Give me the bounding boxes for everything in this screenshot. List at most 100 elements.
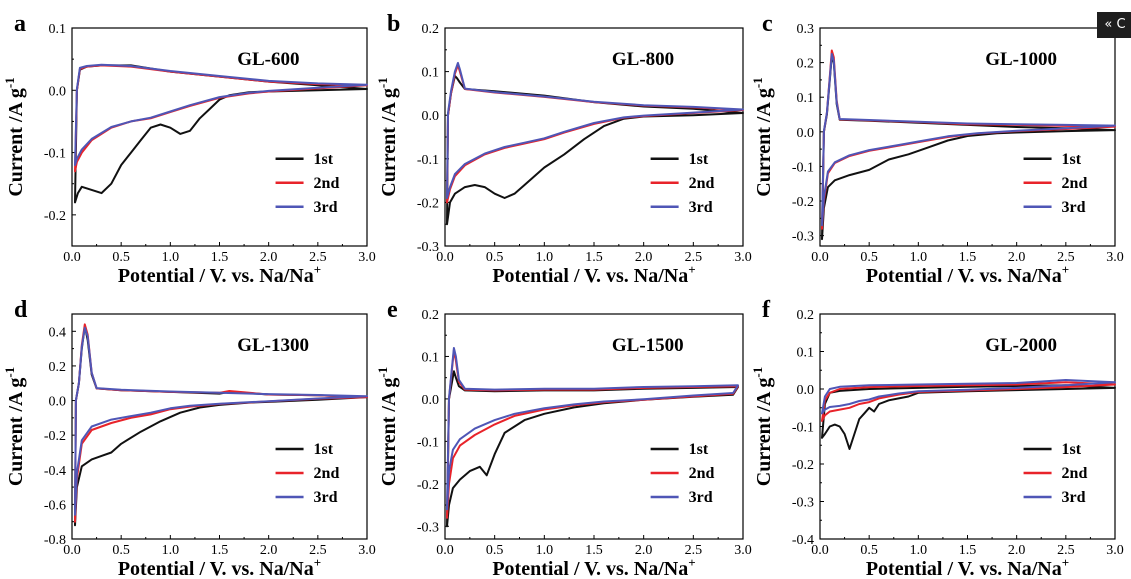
y-axis-label: Current /A g-1: [375, 367, 400, 486]
y-tick-label: -0.1: [792, 160, 814, 175]
y-tick-label: -0.3: [792, 496, 814, 511]
x-tick-label: 2.0: [635, 250, 653, 265]
y-tick-label: -0.4: [792, 533, 814, 548]
y-axis-label: Current /A g-1: [2, 77, 27, 196]
collapse-button[interactable]: « C: [1097, 12, 1131, 38]
y-tick-label: -0.1: [792, 421, 814, 436]
x-tick-label: 2.0: [260, 543, 278, 558]
y-tick-label: -0.2: [44, 429, 66, 444]
y-axis-label: Current /A g-1: [375, 77, 400, 196]
x-tick-label: 1.5: [959, 250, 977, 265]
x-tick-label: 0.5: [486, 250, 504, 265]
y-tick-label: -0.8: [44, 533, 66, 548]
x-tick-label: 0.0: [436, 543, 454, 558]
x-tick-label: 1.5: [211, 543, 229, 558]
x-tick-label: 1.5: [959, 543, 977, 558]
y-tick-label: -0.1: [417, 435, 439, 450]
x-tick-label: 2.5: [1057, 543, 1075, 558]
x-tick-label: 0.5: [860, 250, 878, 265]
sample-title: GL-2000: [985, 335, 1057, 356]
x-tick-label: 2.5: [309, 543, 327, 558]
panel-label: a: [14, 11, 26, 37]
x-axis-label: Potential / V. vs. Na/Na+: [866, 262, 1069, 287]
x-tick-label: 3.0: [734, 543, 752, 558]
x-tick-label: 1.0: [536, 250, 554, 265]
legend-label: 1st: [689, 151, 709, 168]
x-tick-label: 1.5: [211, 250, 229, 265]
x-axis-label: Potential / V. vs. Na/Na+: [866, 555, 1069, 579]
x-tick-label: 1.0: [162, 543, 180, 558]
x-tick-label: 0.0: [811, 543, 829, 558]
panel-label: e: [387, 297, 398, 323]
panel-label: b: [387, 11, 400, 37]
y-tick-label: 0.0: [797, 383, 815, 398]
x-tick-label: 3.0: [734, 250, 752, 265]
x-tick-label: 2.5: [685, 543, 703, 558]
legend-label: 3rd: [314, 489, 338, 506]
x-tick-label: 0.0: [63, 250, 81, 265]
y-tick-label: 0.4: [49, 325, 67, 340]
x-axis-label: Potential / V. vs. Na/Na+: [118, 262, 321, 287]
legend-label: 2nd: [689, 175, 715, 192]
y-tick-label: -0.2: [792, 195, 814, 210]
panel-label: f: [762, 297, 771, 323]
y-tick-label: 0.0: [49, 395, 67, 410]
legend-label: 3rd: [314, 199, 338, 216]
y-axis-label: Current /A g-1: [2, 367, 27, 486]
y-tick-label: 0.2: [49, 360, 67, 375]
x-tick-label: 2.5: [1057, 250, 1075, 265]
x-tick-label: 0.0: [63, 543, 81, 558]
x-tick-label: 2.0: [1008, 543, 1026, 558]
panel-label: d: [14, 297, 28, 323]
x-tick-label: 2.0: [635, 543, 653, 558]
sample-title: GL-600: [237, 49, 299, 70]
panel-f: 0.0 0.5 1.0 1.5 2.0 2.5 3.0 0.2 0.1 0.0 -0.1 -0.2 -0…: [750, 297, 1124, 579]
y-tick-label: 0.2: [422, 308, 440, 323]
x-tick-label: 0.0: [436, 250, 454, 265]
series-line-3rd: [821, 53, 1116, 227]
x-tick-label: 1.5: [585, 543, 603, 558]
panel-b: 0.0 0.5 1.0 1.5 2.0 2.5 3.0 0.2 0.1 0.0 -0.1 -0.2 -0…: [375, 11, 752, 287]
x-tick-label: 2.5: [309, 250, 327, 265]
y-axis-label: Current /A g-1: [750, 367, 775, 486]
y-tick-label: -0.3: [792, 230, 814, 245]
sample-title: GL-1000: [985, 49, 1057, 70]
y-tick-label: 0.2: [422, 22, 440, 37]
x-tick-label: 2.5: [685, 250, 703, 265]
series-line-3rd: [74, 63, 368, 166]
panel-e: 0.0 0.5 1.0 1.5 2.0 2.5 3.0 0.2 0.1 0.0 -0.1 -0.2 -0…: [375, 297, 752, 579]
y-tick-label: 0.2: [797, 308, 815, 323]
y-tick-label: -0.3: [417, 520, 439, 535]
x-tick-label: 1.0: [910, 250, 928, 265]
x-tick-label: 2.0: [260, 250, 278, 265]
legend-label: 1st: [1062, 151, 1082, 168]
x-tick-label: 3.0: [1106, 543, 1124, 558]
x-tick-label: 0.0: [811, 250, 829, 265]
panel-c: 0.0 0.5 1.0 1.5 2.0 2.5 3.0 0.3 0.2 0.1 0.0 -0.1 -0.…: [750, 11, 1124, 287]
sample-title: GL-1500: [612, 335, 684, 356]
legend-label: 1st: [314, 151, 334, 168]
x-tick-label: 1.0: [162, 250, 180, 265]
legend-label: 1st: [314, 441, 334, 458]
y-tick-label: -0.2: [44, 209, 66, 224]
x-tick-label: 1.0: [536, 543, 554, 558]
x-tick-label: 3.0: [358, 250, 376, 265]
x-tick-label: 1.0: [910, 543, 928, 558]
series-line-3rd: [74, 326, 368, 516]
y-tick-label: -0.1: [417, 153, 439, 168]
legend-label: 3rd: [689, 489, 713, 506]
series-line-1st: [821, 384, 1116, 450]
y-tick-label: 0.3: [797, 22, 815, 37]
series-line-3rd: [821, 379, 1116, 415]
panel-a: 0.0 0.5 1.0 1.5 2.0 2.5 3.0 0.1 0.0 -0.1 -0.2 Poten…: [2, 11, 376, 287]
y-tick-label: 0.1: [797, 91, 815, 106]
series-line-2nd: [821, 381, 1116, 422]
x-axis-label: Potential / V. vs. Na/Na+: [118, 555, 321, 579]
legend-label: 2nd: [1062, 465, 1088, 482]
legend-label: 3rd: [1062, 199, 1086, 216]
legend-label: 2nd: [314, 465, 340, 482]
legend-label: 2nd: [689, 465, 715, 482]
y-tick-label: 0.1: [422, 350, 440, 365]
x-tick-label: 0.5: [860, 543, 878, 558]
